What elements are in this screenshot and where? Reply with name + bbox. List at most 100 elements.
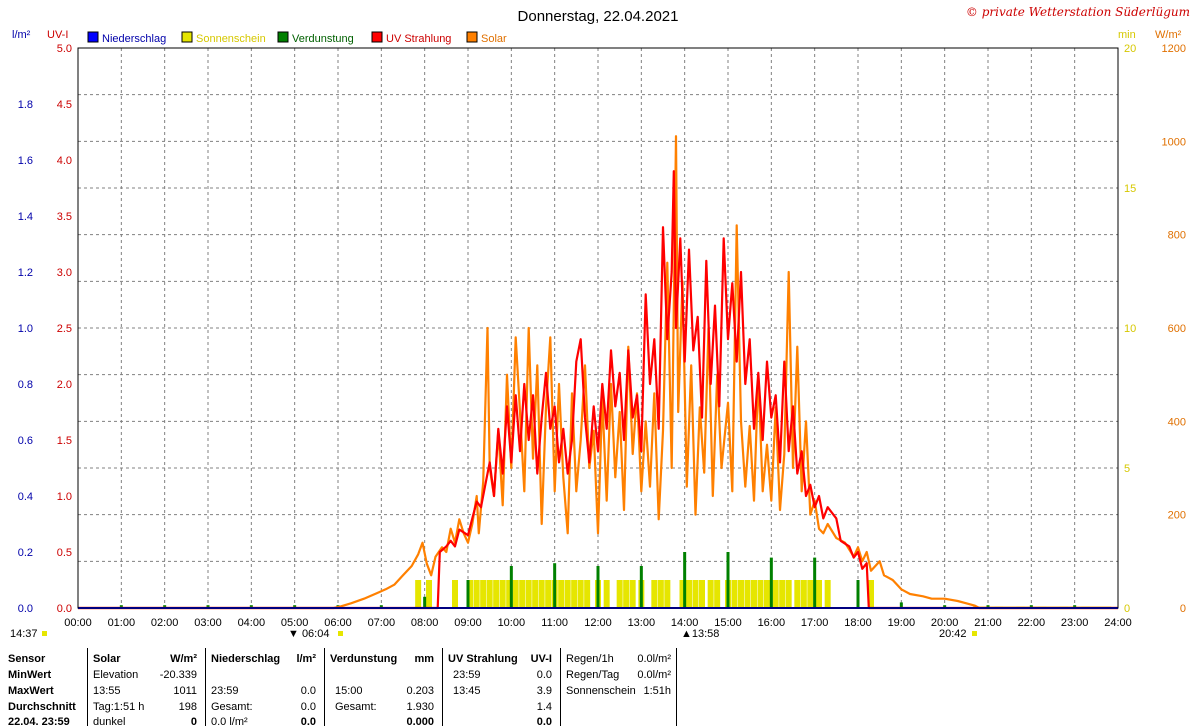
y-tick-uv: 1.5 (57, 435, 72, 447)
axis-labels: 00:00 01:00 02:00 03:00 04:00 05:00 06:00 07:00… (18, 43, 1186, 629)
y-tick-rain: 1.4 (18, 211, 33, 223)
marker-sunrise-dot (338, 631, 343, 636)
evaporation-bar (596, 566, 600, 608)
x-tick-label: 16:00 (758, 617, 786, 629)
y-tick-sunshine: 0 (1124, 603, 1130, 615)
sunshine-bar (473, 580, 480, 608)
legend-label-4: Solar (481, 33, 507, 45)
y-tick-rain: 1.2 (18, 267, 33, 279)
x-tick-label: 07:00 (368, 617, 396, 629)
sunshine-bar (772, 580, 779, 608)
y-tick-rain: 0.2 (18, 547, 33, 559)
y-tick-uv: 3.5 (57, 211, 72, 223)
y-tick-solar: 600 (1168, 323, 1186, 335)
sunshine-bar (486, 580, 493, 608)
x-tick-label: 08:00 (411, 617, 439, 629)
legend-label-0: Niederschlag (102, 33, 166, 45)
stat-row-label: MaxWert (8, 685, 54, 697)
uv-title: UV Strahlung (448, 653, 518, 665)
legend-label-2: Verdunstung (292, 33, 354, 45)
uv-line (78, 170, 1118, 610)
sunshine-bar (757, 580, 764, 608)
evaporation-bar (466, 580, 470, 608)
sunshine-bar (651, 580, 658, 608)
sunshine-bar (692, 580, 699, 608)
evaporation-bar (813, 557, 817, 608)
sunshine-bar (807, 580, 814, 608)
rain-label: 0.0 l/m² (211, 716, 248, 728)
sunshine-bar (629, 580, 636, 608)
y-tick-solar: 800 (1168, 230, 1186, 242)
sunshine-bar (699, 580, 705, 608)
stats-separator (87, 648, 88, 726)
legend-swatch-0 (87, 31, 99, 43)
sunshine-bar (493, 580, 500, 608)
x-tick-label: 03:00 (194, 617, 222, 629)
rain-unit: l/m² (296, 653, 316, 665)
marker-sunrise-time: ▼ 06:04 (288, 628, 329, 640)
y-tick-sunshine: 10 (1124, 323, 1136, 335)
evaporation-bar (119, 605, 123, 608)
evap-title: Verdunstung (330, 653, 398, 665)
chart-title: Donnerstag, 22.04.2021 (518, 8, 679, 25)
sunshine-bar (452, 580, 458, 608)
stat-row-label: Sensor (8, 653, 46, 665)
solar-label: Elevation (93, 669, 139, 681)
sunshine-bar (584, 580, 591, 608)
sunshine-bar (800, 580, 807, 608)
x-tick-label: 10:00 (498, 617, 526, 629)
y-tick-solar: 400 (1168, 416, 1186, 428)
y-tick-solar: 200 (1168, 510, 1186, 522)
evaporation-bar (683, 552, 687, 608)
sunshine-bar (686, 580, 692, 608)
solar-title: Solar (93, 653, 121, 665)
rain-value: 0.0 (300, 701, 316, 713)
uv-value: 0.0 (536, 716, 552, 728)
x-tick-label: 00:00 (64, 617, 92, 629)
stats-separator (442, 648, 443, 726)
stats-separator (676, 648, 677, 726)
stats-separator (205, 648, 206, 726)
y-tick-rain: 0.6 (18, 435, 33, 447)
sunshine-bar (751, 580, 757, 608)
solar-label: Tag:1:51 h (93, 701, 145, 713)
marker-left-time: 14:37 (10, 628, 38, 640)
marker-left-dot (42, 631, 47, 636)
evaporation-bar (899, 602, 903, 608)
rain-label: Gesamt: (211, 701, 253, 713)
x-tick-label: 21:00 (974, 617, 1002, 629)
y-tick-sunshine: 15 (1124, 183, 1136, 195)
uv-label: 13:45 (453, 685, 481, 697)
sunshine-bar (532, 580, 539, 608)
x-tick-label: 22:00 (1018, 617, 1046, 629)
x-tick-label: 14:00 (671, 617, 699, 629)
evaporation-bar (509, 566, 513, 608)
x-tick-label: 23:00 (1061, 617, 1089, 629)
sunshine-bar (564, 580, 571, 608)
y-tick-rain: 0.8 (18, 379, 33, 391)
extra-value: 0.0l/m² (637, 669, 671, 681)
uv-unit: UV-I (530, 653, 552, 665)
sun-markers: 14:37 ▼ 06:04 ▲13:58 20:42 (10, 628, 977, 640)
sunshine-bar (868, 580, 874, 608)
marker-noon-time: ▲13:58 (681, 628, 719, 640)
extra-label: Regen/1h (566, 653, 614, 665)
sunshine-bar (603, 580, 610, 608)
y-tick-uv: 0.5 (57, 547, 72, 559)
sunshine-bar (824, 580, 831, 608)
solar-unit: W/m² (170, 653, 197, 665)
sunshine-bar (623, 580, 630, 608)
evap-value: 0.203 (406, 685, 434, 697)
solar-label: dunkel (93, 716, 126, 728)
sunshine-bar (785, 580, 792, 608)
sunshine-bar (538, 580, 545, 608)
stat-row-label: 22.04. 23:59 (8, 716, 70, 728)
y-tick-rain: 1.0 (18, 323, 33, 335)
evaporation-bar (249, 605, 253, 608)
sunshine-bar (415, 580, 422, 608)
solar-value: 1011 (173, 685, 197, 697)
legend-swatch-1 (181, 31, 193, 43)
evaporation-bar (1073, 605, 1077, 608)
y-tick-rain: 0.4 (18, 491, 33, 503)
x-tick-label: 11:00 (541, 617, 568, 629)
